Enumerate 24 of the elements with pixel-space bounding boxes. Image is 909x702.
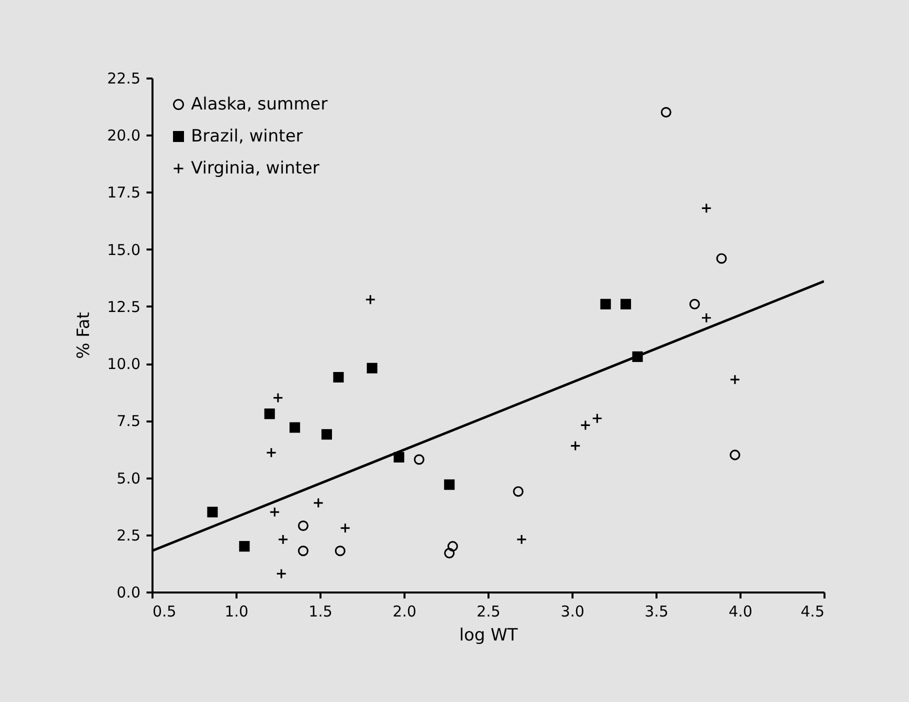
y-axis-title: % Fat [74, 312, 94, 359]
x-tick-label: 2.5 [476, 602, 500, 620]
x-tick-label: 3.5 [644, 602, 668, 620]
x-tick-label: 3.0 [560, 602, 584, 620]
legend-label: Alaska, summer [191, 94, 328, 114]
legend-label: Brazil, winter [191, 126, 303, 146]
y-tick-label: 0.0 [116, 584, 140, 602]
legend-label: Virginia, winter [191, 158, 320, 178]
x-tick-label: 1.0 [224, 602, 248, 620]
y-tick-label: 15.0 [107, 240, 140, 259]
y-tick-label: 20.0 [107, 126, 140, 145]
y-tick-label: 12.5 [107, 298, 140, 316]
y-tick-label: 2.5 [116, 526, 140, 544]
y-tick-label: 10.0 [107, 355, 140, 374]
y-tick-label: 5.0 [116, 469, 140, 488]
y-tick-label: 17.5 [107, 184, 140, 202]
x-axis-title: log WT [459, 626, 518, 646]
x-tick-label: 0.5 [152, 602, 176, 620]
y-tick-label: 22.5 [107, 70, 140, 88]
x-tick-label: 4.0 [728, 602, 752, 620]
x-tick-label: 4.5 [800, 602, 824, 620]
y-tick-label: 7.5 [116, 412, 140, 430]
x-tick-label: 1.5 [308, 602, 332, 620]
x-tick-label: 2.0 [392, 602, 416, 620]
